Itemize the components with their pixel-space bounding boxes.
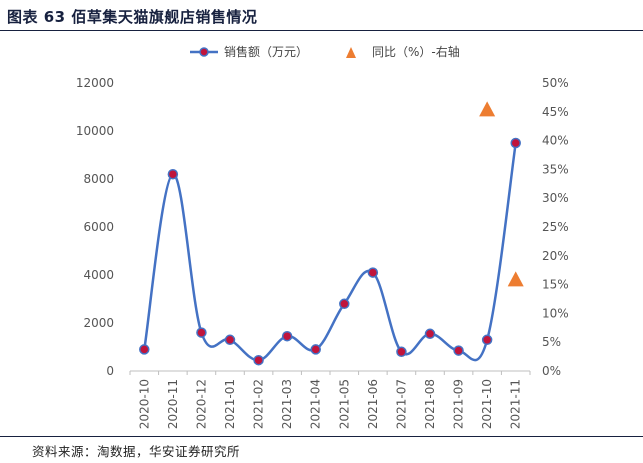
sales-data-point — [224, 334, 236, 346]
y-right-tick-label: 35% — [542, 162, 569, 176]
legend: 销售额（万元） 同比（%）-右轴 — [190, 44, 460, 59]
y-right-tick-label: 10% — [542, 306, 569, 320]
plot-area — [139, 101, 524, 366]
sales-data-point — [139, 344, 150, 355]
x-tick-label: 2020-10 — [137, 379, 151, 429]
sales-data-point — [253, 354, 264, 366]
y-right-tick-label: 0% — [542, 364, 561, 378]
sales-data-point — [339, 298, 350, 310]
sales-data-point — [424, 328, 436, 340]
y-left-tick-label: 8000 — [83, 172, 114, 186]
y-right-tick-label: 5% — [542, 335, 561, 349]
y-left-tick-label: 0 — [106, 364, 114, 378]
x-tick-label: 2021-02 — [252, 379, 266, 429]
y-right-tick-label: 45% — [542, 105, 569, 119]
yoy-data-point — [479, 101, 496, 117]
x-tick-label: 2021-04 — [309, 379, 323, 429]
y-left-tick-label: 12000 — [76, 76, 114, 90]
title-rule — [0, 30, 643, 31]
sales-data-point — [281, 330, 293, 342]
sales-data-point — [196, 327, 207, 338]
y-left-tick-label: 4000 — [83, 268, 114, 282]
x-tick-label: 2021-05 — [337, 379, 351, 429]
y-left-tick-label: 2000 — [83, 316, 114, 330]
y-right-tick-label: 15% — [542, 278, 569, 292]
figure-title: 图表 63 佰草集天猫旗舰店销售情况 — [7, 8, 258, 26]
legend-sales-label: 销售额（万元） — [224, 44, 308, 59]
x-tick-label: 2020-12 — [194, 379, 208, 429]
x-tick-label: 2021-08 — [423, 379, 437, 429]
x-tick-label: 2020-11 — [166, 379, 180, 429]
sales-data-point — [510, 137, 521, 149]
sales-series-line — [143, 142, 517, 362]
legend-circle-swatch — [199, 47, 209, 57]
source-note: 资料来源：淘数据，华安证券研究所 — [32, 444, 241, 459]
x-tick-label: 2021-03 — [280, 379, 294, 429]
y-left-tick-label: 6000 — [83, 220, 114, 234]
sales-data-point — [367, 267, 379, 278]
y-right-tick-label: 20% — [542, 249, 569, 263]
x-tick-label: 2021-01 — [223, 379, 237, 429]
y-right-tick-label: 50% — [542, 76, 569, 90]
sales-data-point — [310, 344, 321, 355]
legend-yoy-label: 同比（%）-右轴 — [372, 44, 460, 59]
x-tick-label: 2021-11 — [509, 379, 523, 429]
x-tick-label: 2021-09 — [452, 379, 466, 429]
yoy-data-point — [507, 271, 524, 287]
x-tick-label: 2021-06 — [366, 379, 380, 429]
x-tick-label: 2021-07 — [394, 379, 408, 429]
x-tick-label: 2021-10 — [480, 379, 494, 429]
y-right-tick-label: 25% — [542, 220, 569, 234]
y-right-tick-label: 30% — [542, 191, 569, 205]
sales-data-point — [453, 345, 464, 356]
legend-triangle-swatch — [346, 47, 356, 58]
y-right-tick-label: 40% — [542, 134, 569, 148]
sales-data-point — [481, 334, 493, 346]
sales-data-point — [396, 346, 407, 358]
sales-data-point — [167, 168, 179, 180]
source-rule — [0, 436, 643, 437]
y-left-tick-label: 10000 — [76, 124, 114, 138]
axes: 0 2000 4000 6000 8000 10000 12000 0% 5% 10% 15% 20%… — [76, 76, 569, 429]
